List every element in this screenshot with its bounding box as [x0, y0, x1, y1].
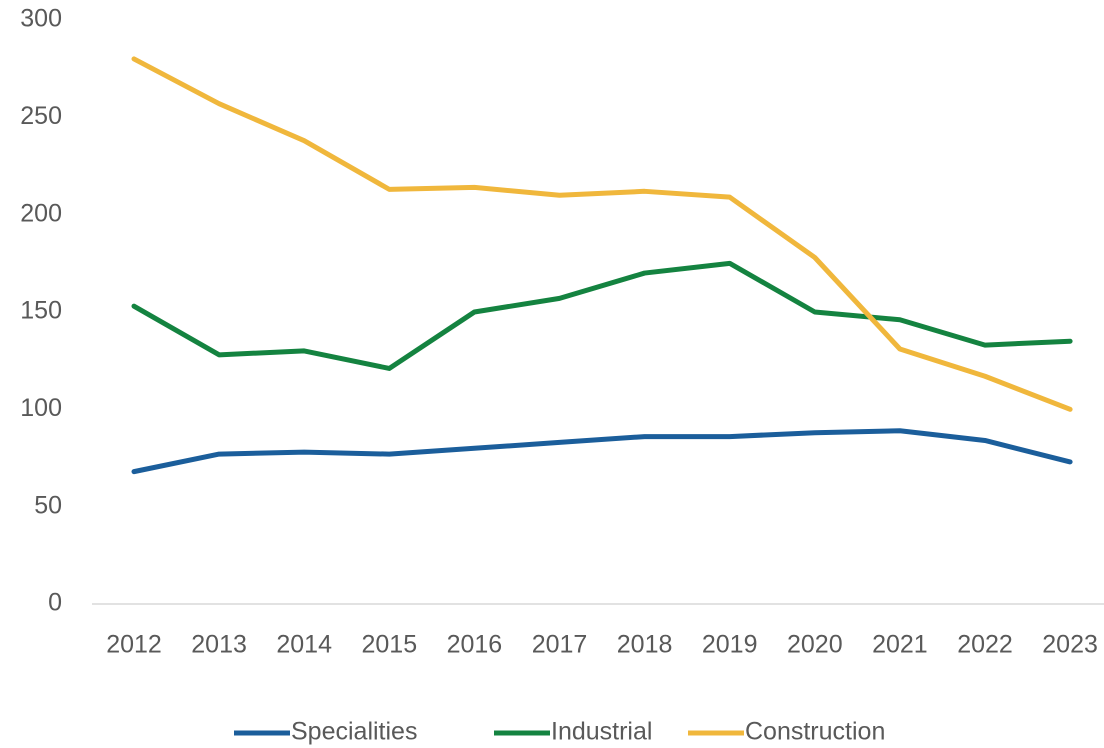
y-tick-label: 50: [34, 491, 62, 519]
y-tick-label: 150: [20, 297, 62, 325]
legend-label: Construction: [745, 718, 885, 746]
y-tick-label: 250: [20, 102, 62, 130]
x-tick-label: 2017: [532, 631, 588, 659]
x-tick-label: 2022: [957, 631, 1013, 659]
legend-label: Specialities: [291, 718, 417, 746]
x-tick-label: 2012: [106, 631, 162, 659]
x-tick-label: 2014: [276, 631, 332, 659]
y-tick-label: 200: [20, 199, 62, 227]
x-tick-label: 2019: [702, 631, 758, 659]
x-tick-label: 2018: [617, 631, 673, 659]
y-tick-label: 100: [20, 394, 62, 422]
x-tick-label: 2013: [191, 631, 247, 659]
y-tick-label: 300: [20, 5, 62, 33]
x-tick-label: 2015: [361, 631, 417, 659]
x-tick-label: 2023: [1042, 631, 1098, 659]
x-tick-label: 2016: [447, 631, 503, 659]
x-tick-label: 2020: [787, 631, 843, 659]
x-tick-label: 2021: [872, 631, 928, 659]
y-tick-label: 0: [48, 589, 62, 617]
line-series: [131, 260, 1073, 371]
line-series: [131, 56, 1073, 412]
line-series: [131, 428, 1073, 475]
legend-label: Industrial: [551, 718, 652, 746]
